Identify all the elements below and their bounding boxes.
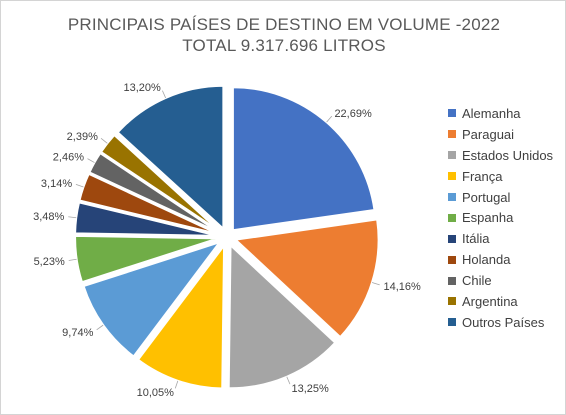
legend-item-holanda: Holanda (448, 249, 553, 270)
legend-item-argentina: Argentina (448, 291, 553, 312)
pie-slice-alemanha (231, 86, 376, 232)
legend-swatch (448, 234, 456, 243)
leader-line-paraguai (371, 282, 380, 286)
legend-item-outros-paises: Outros Países (448, 312, 553, 333)
legend-item-estados-unidos: Estados Unidos (448, 145, 553, 166)
legend-label: Estados Unidos (462, 147, 554, 163)
leader-line-holanda (75, 183, 84, 188)
pie-slice-outros-paises (116, 84, 225, 232)
legend-swatch (448, 213, 456, 222)
legend-swatch (448, 297, 456, 306)
legend-label: Portugal (462, 189, 511, 205)
pie-slice-portugal (82, 240, 223, 358)
data-label-argentina: 2,39% (67, 131, 98, 143)
legend-swatch (448, 193, 456, 201)
legend-swatch (448, 255, 456, 264)
leader-line-estados-unidos (286, 376, 291, 385)
leader-line-franca (174, 380, 179, 389)
legend-item-portugal: Portugal (448, 187, 553, 208)
legend-label: Holanda (462, 252, 511, 268)
legend-swatch (448, 172, 456, 181)
legend-label: França (462, 168, 503, 184)
legend-label: Paraguai (462, 126, 515, 142)
chart-legend: Alemanha Paraguai Estados Unidos França Port… (448, 103, 553, 333)
leader-line-outros-paises (162, 90, 167, 99)
legend-swatch (448, 151, 456, 160)
leader-line-portugal (96, 324, 104, 331)
data-label-paraguai: 14,16% (383, 281, 421, 293)
pie-slice-espanha (74, 234, 219, 284)
legend-label: Espanha (462, 210, 514, 226)
legend-label: Itália (462, 231, 490, 247)
legend-label: Alemanha (462, 105, 521, 121)
data-label-franca: 10,05% (137, 387, 175, 399)
legend-item-paraguai: Paraguai (448, 124, 553, 145)
leader-line-chile (87, 158, 95, 163)
pie-slice-italia (74, 201, 219, 237)
data-label-italia: 3,48% (33, 211, 64, 223)
legend-item-chile: Chile (448, 270, 553, 291)
chart-title: PRINCIPAIS PAÍSES DE DESTINO EM VOLUME -… (67, 15, 501, 34)
legend-item-italia: Itália (448, 228, 553, 249)
legend-swatch (448, 109, 456, 118)
legend-item-espanha: Espanha (448, 207, 553, 228)
data-label-chile: 2,46% (53, 152, 84, 164)
data-label-espanha: 5,23% (34, 256, 65, 268)
data-label-portugal: 9,74% (62, 327, 93, 339)
legend-label: Argentina (462, 293, 518, 309)
legend-swatch (448, 276, 456, 285)
legend-item-alemanha: Alemanha (448, 103, 553, 124)
leader-line-argentina (100, 138, 108, 144)
data-label-holanda: 3,14% (41, 178, 72, 190)
data-label-alemanha: 22,69% (334, 108, 372, 120)
pie-slice-chile (88, 151, 220, 234)
leader-line-alemanha (326, 115, 333, 123)
legend-label: Chile (462, 273, 492, 289)
legend-swatch (448, 130, 456, 139)
legend-item-franca: França (448, 166, 553, 187)
chart-subtitle: TOTAL 9.317.696 LITROS (182, 36, 386, 55)
leader-line-italia (68, 216, 77, 219)
pie-slice-paraguai (233, 218, 380, 339)
legend-label: Outros Países (462, 314, 545, 330)
data-label-estados-unidos: 13,25% (292, 383, 330, 395)
leader-line-espanha (68, 258, 77, 261)
legend-swatch (448, 318, 456, 327)
data-label-outros-paises: 13,20% (123, 82, 161, 94)
